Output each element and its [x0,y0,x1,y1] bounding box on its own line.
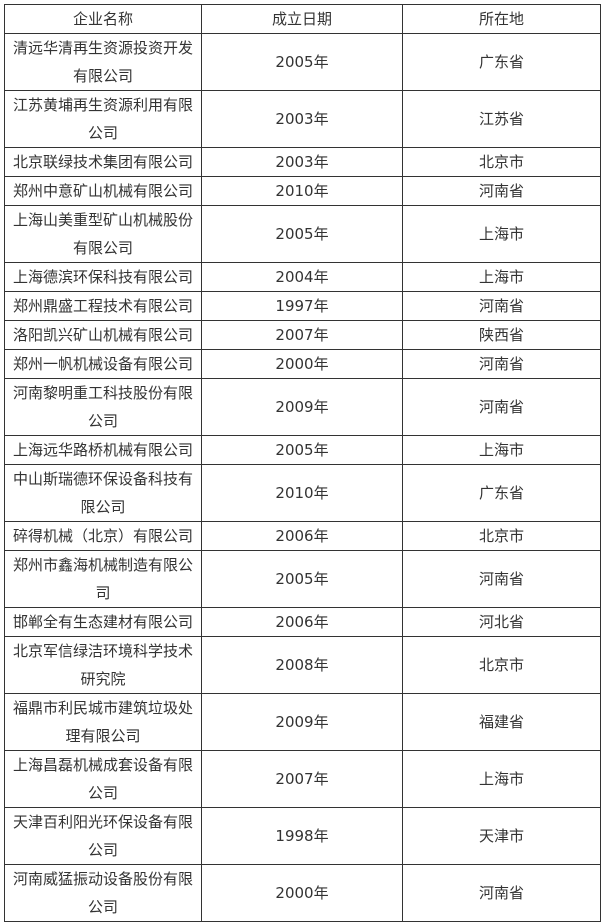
table-row: 郑州中意矿山机械有限公司 2010年 河南省 [4,176,601,206]
location-cell: 上海市 [402,435,601,465]
table-row: 河南威猛振动设备股份有限公司 2000年 河南省 [4,864,601,922]
founded-year-cell: 1997年 [201,291,403,321]
location-cell: 广东省 [402,464,601,522]
company-name-cell: 中山斯瑞德环保设备科技有限公司 [4,464,202,522]
location-cell: 河北省 [402,607,601,637]
founded-year-cell: 2004年 [201,262,403,292]
table-row: 河南黎明重工科技股份有限公司 2009年 河南省 [4,378,601,436]
company-name-cell: 北京联绿技术集团有限公司 [4,147,202,177]
founded-year-cell: 2000年 [201,864,403,922]
founded-year-cell: 2008年 [201,636,403,694]
table-row: 上海昌磊机械成套设备有限公司 2007年 上海市 [4,750,601,808]
table-row: 福鼎市利民城市建筑垃圾处理有限公司 2009年 福建省 [4,693,601,751]
location-cell: 河南省 [402,378,601,436]
founded-year-cell: 1998年 [201,807,403,865]
founded-year-cell: 2005年 [201,205,403,263]
founded-year-cell: 2005年 [201,435,403,465]
location-cell: 北京市 [402,521,601,551]
location-cell: 河南省 [402,349,601,379]
founded-year-cell: 2007年 [201,750,403,808]
location-cell: 河南省 [402,864,601,922]
company-name-cell: 河南黎明重工科技股份有限公司 [4,378,202,436]
company-name-cell: 天津百利阳光环保设备有限公司 [4,807,202,865]
company-name-cell: 江苏黄埔再生资源利用有限公司 [4,90,202,148]
company-name-cell: 北京军信绿洁环境科学技术研究院 [4,636,202,694]
location-cell: 河南省 [402,291,601,321]
location-cell: 广东省 [402,33,601,91]
table-row: 中山斯瑞德环保设备科技有限公司 2010年 广东省 [4,464,601,522]
table-row: 江苏黄埔再生资源利用有限公司 2003年 江苏省 [4,90,601,148]
table-header-row: 企业名称 成立日期 所在地 [4,4,601,34]
table-row: 北京联绿技术集团有限公司 2003年 北京市 [4,147,601,177]
table-row: 碎得机械（北京）有限公司 2006年 北京市 [4,521,601,551]
company-name-cell: 邯郸全有生态建材有限公司 [4,607,202,637]
table-row: 郑州一帆机械设备有限公司 2000年 河南省 [4,349,601,379]
table-row: 北京军信绿洁环境科学技术研究院 2008年 北京市 [4,636,601,694]
location-cell: 陕西省 [402,320,601,350]
company-name-cell: 碎得机械（北京）有限公司 [4,521,202,551]
company-name-cell: 郑州鼎盛工程技术有限公司 [4,291,202,321]
company-name-cell: 洛阳凯兴矿山机械有限公司 [4,320,202,350]
location-cell: 河南省 [402,176,601,206]
header-company-name: 企业名称 [4,4,202,34]
founded-year-cell: 2000年 [201,349,403,379]
location-cell: 上海市 [402,262,601,292]
founded-year-cell: 2006年 [201,607,403,637]
location-cell: 北京市 [402,636,601,694]
company-table: 企业名称 成立日期 所在地 清远华清再生资源投资开发有限公司 2005年 广东省 江苏… [4,4,601,922]
founded-year-cell: 2010年 [201,464,403,522]
table-row: 邯郸全有生态建材有限公司 2006年 河北省 [4,607,601,637]
table-row: 清远华清再生资源投资开发有限公司 2005年 广东省 [4,33,601,91]
location-cell: 天津市 [402,807,601,865]
founded-year-cell: 2005年 [201,550,403,608]
company-name-cell: 郑州一帆机械设备有限公司 [4,349,202,379]
company-name-cell: 福鼎市利民城市建筑垃圾处理有限公司 [4,693,202,751]
header-founded-date: 成立日期 [201,4,403,34]
location-cell: 江苏省 [402,90,601,148]
company-name-cell: 上海山美重型矿山机械股份有限公司 [4,205,202,263]
company-name-cell: 上海德滨环保科技有限公司 [4,262,202,292]
founded-year-cell: 2006年 [201,521,403,551]
founded-year-cell: 2003年 [201,147,403,177]
location-cell: 河南省 [402,550,601,608]
founded-year-cell: 2003年 [201,90,403,148]
company-name-cell: 河南威猛振动设备股份有限公司 [4,864,202,922]
founded-year-cell: 2009年 [201,378,403,436]
location-cell: 上海市 [402,205,601,263]
table-row: 郑州鼎盛工程技术有限公司 1997年 河南省 [4,291,601,321]
company-name-cell: 上海远华路桥机械有限公司 [4,435,202,465]
founded-year-cell: 2005年 [201,33,403,91]
table-row: 郑州市鑫海机械制造有限公司 2005年 河南省 [4,550,601,608]
founded-year-cell: 2007年 [201,320,403,350]
company-name-cell: 郑州中意矿山机械有限公司 [4,176,202,206]
table-row: 上海山美重型矿山机械股份有限公司 2005年 上海市 [4,205,601,263]
location-cell: 福建省 [402,693,601,751]
table-row: 天津百利阳光环保设备有限公司 1998年 天津市 [4,807,601,865]
founded-year-cell: 2009年 [201,693,403,751]
company-name-cell: 清远华清再生资源投资开发有限公司 [4,33,202,91]
header-location: 所在地 [402,4,601,34]
location-cell: 上海市 [402,750,601,808]
founded-year-cell: 2010年 [201,176,403,206]
table-row: 上海德滨环保科技有限公司 2004年 上海市 [4,262,601,292]
company-name-cell: 郑州市鑫海机械制造有限公司 [4,550,202,608]
table-row: 上海远华路桥机械有限公司 2005年 上海市 [4,435,601,465]
company-name-cell: 上海昌磊机械成套设备有限公司 [4,750,202,808]
table-row: 洛阳凯兴矿山机械有限公司 2007年 陕西省 [4,320,601,350]
location-cell: 北京市 [402,147,601,177]
